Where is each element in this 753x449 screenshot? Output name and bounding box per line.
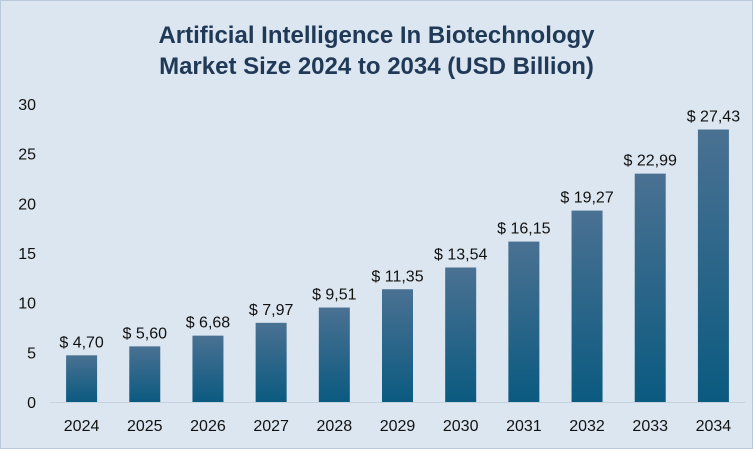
y-tick-label: 15 — [18, 246, 36, 263]
y-tick-label: 25 — [18, 147, 36, 164]
chart-title-line-2: Market Size 2024 to 2034 (USD Billion) — [159, 53, 594, 80]
bar — [697, 129, 729, 402]
bar — [192, 335, 224, 402]
data-label: $ 5,60 — [123, 325, 168, 342]
data-label: $ 6,68 — [186, 315, 231, 332]
y-tick-label: 5 — [27, 345, 36, 362]
data-label: $ 11,35 — [371, 268, 423, 285]
data-label: $ 27,43 — [687, 109, 740, 126]
y-tick-label: 30 — [18, 97, 36, 114]
bar — [318, 307, 350, 402]
x-tick-label: 2033 — [632, 418, 668, 435]
x-tick-label: 2025 — [127, 418, 163, 435]
y-tick-label: 20 — [18, 196, 36, 213]
data-label: $ 19,27 — [560, 190, 613, 207]
y-axis: 0 5 10 15 20 25 30 — [18, 97, 36, 412]
x-tick-label: 2031 — [506, 418, 542, 435]
x-tick-label: 2032 — [569, 418, 605, 435]
x-tick-label: 2028 — [317, 418, 353, 435]
chart-title-line-1: Artificial Intelligence In Biotechnology — [158, 22, 595, 49]
bar — [445, 267, 477, 402]
bar — [255, 322, 287, 402]
data-label: $ 16,15 — [497, 221, 550, 238]
data-label: $ 7,97 — [249, 302, 294, 319]
y-tick-label: 10 — [18, 296, 36, 313]
x-tick-label: 2024 — [64, 418, 100, 435]
data-label: $ 13,54 — [434, 247, 487, 264]
x-tick-label: 2030 — [443, 418, 479, 435]
y-tick-label: 0 — [27, 395, 36, 412]
chart-title: Artificial Intelligence In Biotechnology… — [0, 20, 753, 82]
bar — [571, 210, 603, 402]
x-tick-label: 2027 — [253, 418, 289, 435]
x-tick-label: 2026 — [190, 418, 226, 435]
bar — [129, 346, 161, 402]
x-tick-label: 2029 — [380, 418, 416, 435]
data-label: $ 9,51 — [312, 287, 357, 304]
x-axis: 2024 2025 2026 2027 2028 2029 2030 2031 2032 2033… — [50, 402, 745, 435]
data-label: $ 4,70 — [59, 334, 104, 351]
bar — [382, 289, 413, 402]
x-tick-label: 2034 — [696, 418, 732, 435]
bar — [508, 241, 540, 402]
data-labels: $ 4,70 $ 5,60 $ 6,68 $ 7,97 $ 9,51 $ 11,35 $ 1… — [59, 109, 740, 352]
bars — [66, 129, 729, 402]
bar — [66, 355, 98, 402]
bar — [634, 173, 666, 402]
data-label: $ 22,99 — [624, 153, 677, 170]
